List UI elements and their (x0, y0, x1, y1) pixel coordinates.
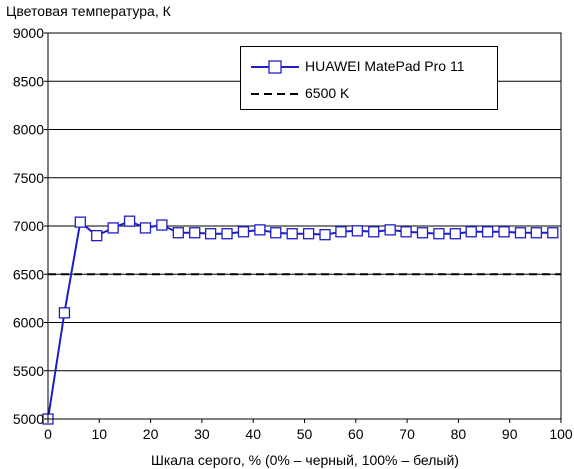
y-tick-label-0: 5000 (13, 411, 44, 427)
data-point-30 (530, 227, 543, 239)
data-point-26 (465, 226, 477, 238)
data-point-21 (384, 224, 396, 236)
y-tick-label-3: 6500 (13, 266, 44, 282)
legend-item-reference: 6500 K (241, 84, 497, 104)
y-axis-label: Цветовая температура, К (6, 3, 172, 19)
y-tick-label-2: 6000 (13, 315, 44, 331)
data-point-19 (351, 225, 363, 237)
x-tick-label-3: 30 (194, 426, 210, 442)
x-tick-label-0: 0 (44, 426, 52, 442)
data-point-4 (107, 222, 119, 234)
x-axis-label: Шкала серого, % (0% – черный, 100% – бел… (151, 452, 459, 468)
data-point-20 (368, 226, 380, 238)
data-point-28 (498, 226, 510, 238)
legend-label-reference: 6500 K (305, 85, 350, 101)
x-tick-label-5: 50 (297, 426, 313, 442)
data-point-10 (204, 228, 217, 240)
data-point-29 (514, 227, 527, 239)
data-point-9 (189, 227, 201, 239)
y-tick-label-6: 8000 (13, 122, 44, 138)
x-tick-label-2: 20 (143, 426, 159, 442)
x-tick-label-9: 90 (502, 426, 518, 442)
x-tick-label-1: 10 (92, 426, 108, 442)
data-point-25 (449, 228, 461, 240)
y-tick-label-1: 5500 (13, 363, 44, 379)
y-tick-label-7: 8500 (13, 73, 44, 89)
data-point-6 (139, 222, 152, 234)
data-point-13 (254, 224, 266, 236)
data-point-5 (123, 215, 136, 227)
legend-swatch-reference (251, 93, 299, 95)
legend-item-series: HUAWEI MatePad Pro 11 (241, 57, 497, 77)
data-point-23 (416, 227, 429, 239)
x-tick-label-8: 80 (451, 426, 467, 442)
y-tick-label-8: 9000 (13, 25, 44, 41)
x-tick-label-7: 70 (399, 426, 415, 442)
data-point-27 (481, 226, 494, 238)
data-point-15 (286, 228, 298, 240)
data-point-7 (156, 219, 168, 231)
legend-label-series: HUAWEI MatePad Pro 11 (305, 58, 465, 74)
legend-swatch-series (251, 60, 299, 74)
y-tick-label-5: 7500 (13, 170, 44, 186)
x-axis-ticks: 0 10 20 30 40 50 60 70 80 90 100 (44, 419, 573, 442)
x-tick-label-6: 60 (348, 426, 364, 442)
y-tick-label-4: 7000 (13, 218, 44, 234)
x-tick-label-10: 100 (549, 426, 573, 442)
data-series (42, 215, 559, 425)
data-point-16 (302, 228, 315, 240)
data-point-31 (547, 227, 559, 239)
data-point-1 (58, 307, 71, 319)
y-axis-ticks: 5000 5500 6000 6500 7000 7500 8000 8500 9000 (13, 25, 48, 427)
data-point-2 (74, 216, 86, 228)
data-point-12 (237, 226, 250, 238)
data-point-24 (433, 228, 445, 240)
legend: HUAWEI MatePad Pro 11 6500 K (240, 46, 498, 110)
data-point-22 (400, 226, 412, 238)
data-point-3 (91, 229, 103, 242)
x-tick-label-4: 40 (245, 426, 261, 442)
data-point-11 (221, 228, 233, 240)
data-point-14 (270, 227, 282, 239)
data-point-8 (172, 227, 184, 239)
data-point-17 (319, 229, 331, 241)
data-point-18 (335, 226, 347, 238)
series-line (47, 220, 553, 420)
